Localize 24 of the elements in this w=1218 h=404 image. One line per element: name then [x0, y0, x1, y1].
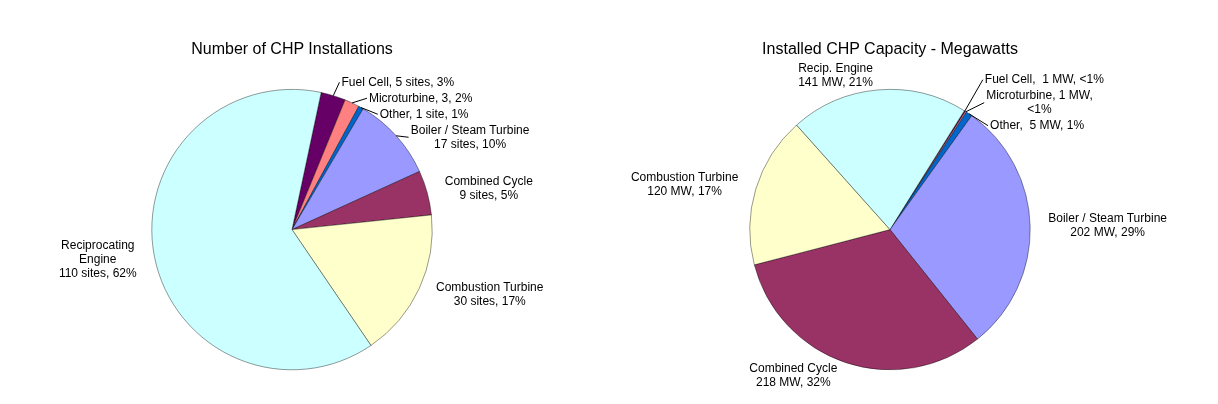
- slice-label: Combined Cycle: [749, 361, 838, 376]
- data-label: 9 sites, 5%: [459, 188, 519, 203]
- slice-label: Other, 5 MW, 1%: [990, 117, 1085, 132]
- data-label: 218 MW, 32%: [755, 375, 831, 390]
- slice-label: Combined Cycle: [444, 174, 534, 189]
- slice-label: Boiler / Steam Turbine: [410, 122, 530, 137]
- chart-title: Number of CHP Installations: [191, 40, 393, 58]
- slice-label: Boiler / Steam Turbine: [1048, 210, 1168, 225]
- slice-label: Recip. Engine: [798, 61, 874, 76]
- slice-label: Reciprocating Engine: [61, 237, 135, 266]
- chart-title: Installed CHP Capacity - Megawatts: [762, 40, 1018, 58]
- data-label: 202 MW, 29%: [1070, 224, 1146, 239]
- slice-label: Fuel Cell, 5 sites, 3%: [341, 74, 455, 89]
- slice-label: Fuel Cell, 1 MW, <1%: [984, 71, 1105, 86]
- data-label: 141 MW, 21%: [798, 75, 874, 90]
- slice-label: Microturbine, 3, 2%: [368, 90, 473, 105]
- slice-label: Combustion Turbine: [436, 279, 544, 294]
- slice-label: Other, 1 site, 1%: [379, 106, 469, 121]
- data-label: 17 sites, 10%: [434, 136, 507, 151]
- data-label: 120 MW, 17%: [647, 184, 723, 199]
- slice-label: Combustion Turbine: [630, 170, 739, 185]
- slice-label: Microturbine, 1 MW, <1%: [986, 87, 1093, 116]
- data-label: 110 sites, 62%: [58, 265, 138, 280]
- data-label: 30 sites, 17%: [453, 293, 527, 308]
